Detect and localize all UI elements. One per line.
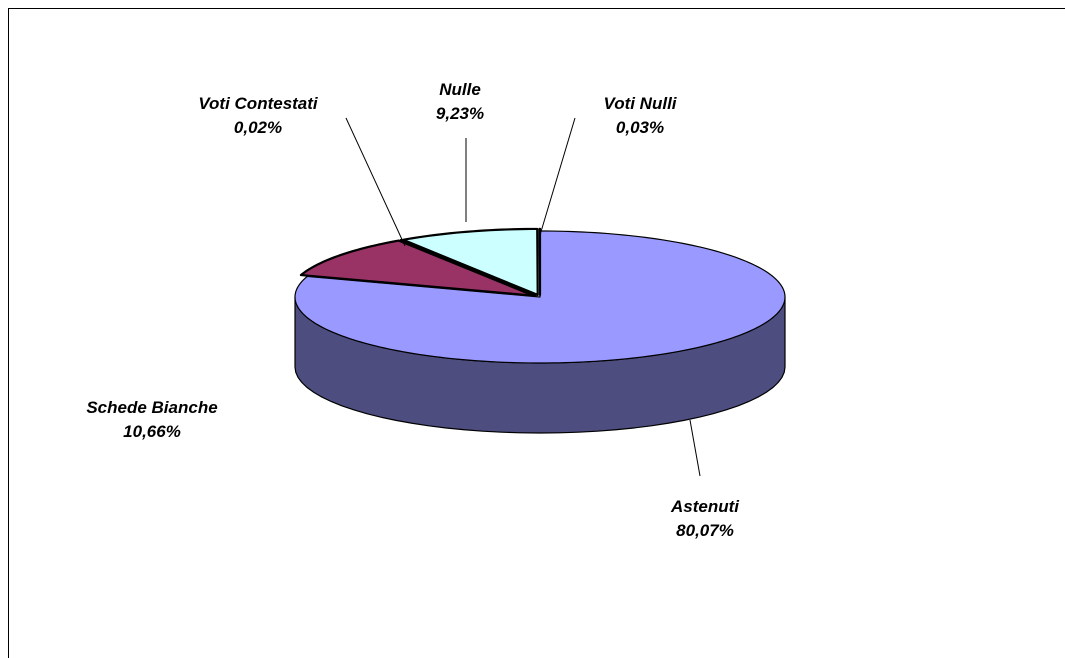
label-voti-contestati: Voti Contestati 0,02% [168, 92, 348, 140]
label-schede-bianche: Schede Bianche 10,66% [62, 396, 242, 444]
label-nulle: Nulle 9,23% [400, 78, 520, 126]
leader-line-1 [346, 118, 405, 246]
label-astenuti-value: 80,07% [640, 519, 770, 543]
label-voti-contestati-name: Voti Contestati [168, 92, 348, 116]
label-voti-nulli: Voti Nulli 0,03% [575, 92, 705, 140]
label-astenuti: Astenuti 80,07% [640, 495, 770, 543]
label-astenuti-name: Astenuti [640, 495, 770, 519]
label-voti-nulli-name: Voti Nulli [575, 92, 705, 116]
label-voti-contestati-value: 0,02% [168, 116, 348, 140]
leader-line-0 [690, 420, 700, 476]
leader-line-3 [540, 118, 575, 235]
label-nulle-name: Nulle [400, 78, 520, 102]
label-voti-nulli-value: 0,03% [575, 116, 705, 140]
label-schede-bianche-name: Schede Bianche [62, 396, 242, 420]
label-schede-bianche-value: 10,66% [62, 420, 242, 444]
label-nulle-value: 9,23% [400, 102, 520, 126]
